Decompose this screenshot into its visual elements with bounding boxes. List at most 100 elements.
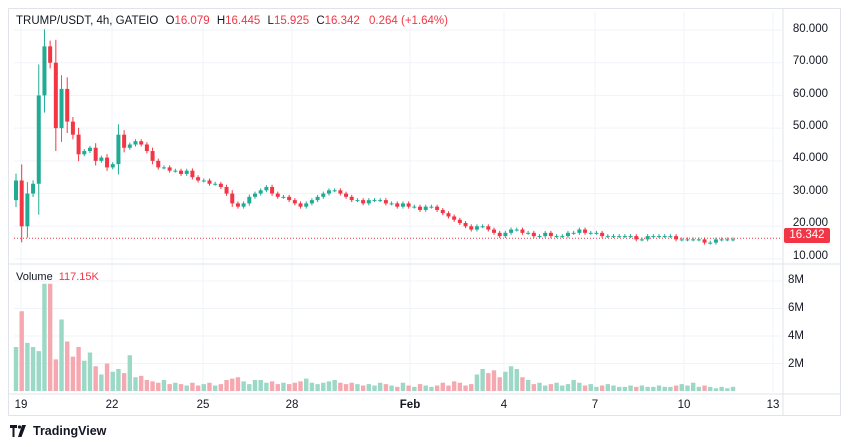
time-tick: 22 — [105, 399, 119, 411]
candle-body — [82, 151, 87, 155]
volume-bar — [30, 347, 36, 391]
time-tick: 25 — [196, 399, 210, 411]
volume-bar — [645, 386, 650, 391]
volume-bar — [247, 384, 252, 391]
candle-body — [253, 193, 257, 197]
volume-bar — [668, 386, 673, 391]
candle-body — [497, 232, 502, 237]
volume-bar — [616, 386, 622, 391]
candle-body — [179, 170, 184, 174]
volume-bar — [218, 384, 224, 391]
volume-bar — [224, 380, 229, 391]
time-tick: 13 — [766, 399, 780, 411]
candle-body — [708, 242, 713, 244]
volume-bar — [434, 385, 440, 391]
candle-body — [292, 200, 297, 204]
candle-body — [713, 239, 718, 243]
tradingview-branding[interactable]: TradingView — [10, 424, 106, 438]
candle-body — [14, 180, 18, 201]
candle-body — [531, 232, 536, 237]
volume-bar — [87, 352, 93, 391]
candle-body — [349, 196, 354, 201]
volume-bar — [349, 382, 354, 391]
candle-body — [116, 134, 121, 165]
volume-bar — [690, 382, 696, 391]
candle-body — [480, 226, 485, 228]
volume-tick: 4M — [788, 330, 804, 342]
candle-body — [429, 206, 434, 208]
volume-bar — [696, 386, 702, 391]
volume-bar — [292, 382, 298, 391]
volume-bar — [36, 351, 41, 391]
candle-body — [554, 236, 559, 238]
candle-body — [127, 144, 132, 148]
candle-body — [139, 141, 144, 145]
volume-bar — [93, 366, 98, 391]
volume-bar — [708, 386, 713, 391]
candle-body — [258, 190, 263, 194]
volume-bar — [656, 385, 662, 391]
volume-tick: 6M — [788, 302, 804, 314]
candle-body — [190, 170, 195, 178]
high-value: 16.445 — [225, 15, 261, 27]
candle-body — [395, 203, 400, 207]
time-tick: 28 — [285, 399, 299, 411]
candle-body — [326, 190, 331, 194]
volume-bar — [178, 384, 184, 391]
candle-body — [628, 236, 633, 238]
candle-body — [492, 229, 496, 233]
volume-bar — [110, 371, 115, 391]
candle-body — [679, 239, 684, 241]
open-value: 16.079 — [174, 15, 210, 27]
candle-body — [577, 229, 582, 233]
candle-body — [696, 239, 701, 241]
candle-body — [548, 232, 553, 237]
volume-bar — [116, 369, 121, 391]
volume-bar — [309, 382, 315, 391]
candle-body — [264, 187, 269, 191]
candle-body — [560, 236, 565, 238]
volume-bar — [338, 382, 343, 391]
candle-body — [207, 180, 212, 184]
volume-bar — [702, 385, 707, 391]
volume-bar — [321, 382, 326, 391]
time-tick: 10 — [677, 399, 691, 411]
symbol-legend: TRUMP/USDT, 4h, GATEIO O16.079 H16.445 L… — [16, 15, 448, 27]
candle-body — [281, 196, 286, 198]
close-value: 16.342 — [324, 15, 360, 27]
volume-bar — [372, 385, 377, 391]
price-tick: 70.000 — [792, 55, 828, 67]
candle-body — [486, 226, 491, 230]
time-tick: 7 — [591, 399, 599, 411]
low-value: 15.925 — [273, 15, 310, 27]
volume-bar — [520, 377, 525, 391]
volume-bar — [395, 386, 400, 391]
candle-body — [161, 167, 166, 169]
volume-bar — [713, 388, 719, 391]
volume-bar — [531, 384, 537, 391]
volume-bar — [571, 380, 576, 391]
volume-bar — [19, 311, 24, 391]
candle-body — [105, 157, 110, 168]
candle-body — [594, 232, 599, 234]
volume-bar — [76, 347, 81, 391]
volume-bar — [446, 385, 451, 391]
tradingview-logo-icon — [10, 425, 28, 437]
volume-bar — [161, 380, 167, 391]
candle-body — [224, 187, 229, 194]
volume-bar — [207, 382, 212, 391]
volume-bar — [525, 380, 531, 391]
volume-bar — [144, 380, 150, 391]
volume-tick: 2M — [788, 358, 804, 370]
candle-body — [383, 200, 388, 204]
candle-body — [457, 219, 462, 224]
candle-body — [270, 187, 275, 194]
volume-bar — [70, 356, 76, 391]
volume-bar — [82, 360, 87, 391]
symbol-label[interactable]: TRUMP/USDT, 4h, GATEIO — [16, 15, 159, 27]
volume-bar — [104, 363, 110, 391]
volume-bar — [42, 283, 47, 391]
candle-body — [583, 229, 588, 233]
candle-body — [309, 200, 314, 204]
